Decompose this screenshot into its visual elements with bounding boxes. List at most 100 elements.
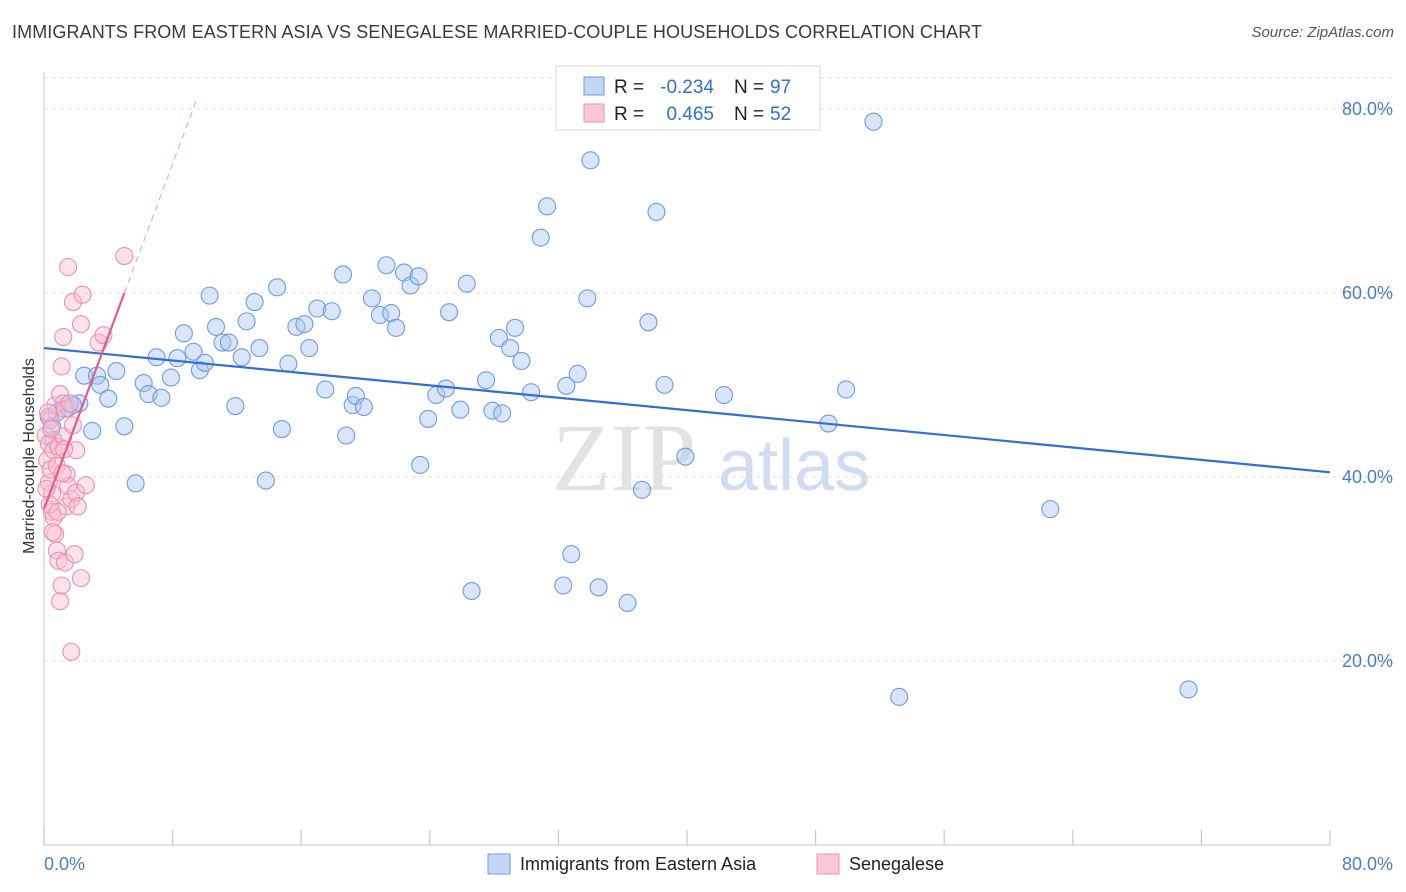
point-eastern-asia-39 bbox=[300, 339, 319, 358]
point-eastern-asia-35 bbox=[272, 420, 291, 439]
legend-n-value-2: 52 bbox=[770, 104, 791, 125]
point-eastern-asia-30 bbox=[237, 312, 256, 331]
point-senegalese-33 bbox=[65, 545, 84, 564]
point-eastern-asia-61 bbox=[451, 400, 470, 419]
point-senegalese-28 bbox=[60, 394, 79, 413]
point-eastern-asia-38 bbox=[295, 315, 314, 334]
point-senegalese-19 bbox=[52, 576, 71, 595]
point-senegalese-20 bbox=[54, 327, 73, 347]
point-senegalese-26 bbox=[59, 258, 78, 277]
point-senegalese-10 bbox=[46, 396, 65, 415]
point-eastern-asia-41 bbox=[316, 380, 335, 399]
point-eastern-asia-72 bbox=[531, 228, 550, 247]
point-eastern-asia-17 bbox=[152, 388, 171, 407]
point-senegalese-31 bbox=[63, 293, 82, 312]
y-tick-labels: 20.0% 40.0% 60.0% 80.0% bbox=[1342, 99, 1393, 671]
point-senegalese-30 bbox=[62, 642, 81, 661]
y-tick-label-40: 40.0% bbox=[1342, 467, 1393, 487]
series-eastern-asia-points bbox=[39, 112, 1198, 706]
bottom-legend-label-eastern-asia: Immigrants from Eastern Asia bbox=[520, 854, 757, 874]
correlation-legend: R = -0.234 N = 97 R = 0.465 N = 52 bbox=[555, 65, 821, 131]
point-eastern-asia-79 bbox=[581, 151, 600, 170]
point-senegalese-16 bbox=[51, 385, 70, 404]
y-tick-label-20: 20.0% bbox=[1342, 651, 1393, 671]
point-eastern-asia-84 bbox=[647, 202, 666, 221]
point-eastern-asia-78 bbox=[578, 289, 597, 308]
point-senegalese-39 bbox=[73, 285, 92, 304]
point-eastern-asia-31 bbox=[245, 293, 264, 312]
point-eastern-asia-13 bbox=[126, 474, 145, 493]
point-eastern-asia-12 bbox=[115, 417, 134, 436]
point-eastern-asia-62 bbox=[457, 274, 476, 293]
trend-line-eastern-asia bbox=[43, 346, 1331, 474]
point-senegalese-45 bbox=[38, 403, 58, 422]
point-eastern-asia-73 bbox=[538, 197, 557, 216]
point-eastern-asia-85 bbox=[655, 375, 674, 394]
point-eastern-asia-28 bbox=[226, 396, 245, 416]
point-eastern-asia-42 bbox=[322, 302, 341, 321]
point-eastern-asia-49 bbox=[370, 305, 390, 324]
point-eastern-asia-11 bbox=[107, 362, 126, 381]
point-eastern-asia-63 bbox=[462, 581, 481, 601]
point-eastern-asia-81 bbox=[618, 593, 637, 613]
point-senegalese-36 bbox=[68, 497, 87, 516]
point-eastern-asia-70 bbox=[512, 351, 531, 371]
watermark-atlas: atlas bbox=[718, 426, 870, 506]
point-eastern-asia-82 bbox=[632, 480, 652, 499]
point-eastern-asia-20 bbox=[174, 324, 193, 343]
source-label: Source: ZipAtlas.com bbox=[1251, 24, 1394, 41]
point-eastern-asia-60 bbox=[440, 303, 459, 322]
point-eastern-asia-29 bbox=[232, 348, 251, 367]
point-eastern-asia-86 bbox=[676, 447, 695, 466]
point-eastern-asia-57 bbox=[419, 409, 438, 428]
point-senegalese-38 bbox=[71, 569, 91, 588]
point-senegalese-22 bbox=[55, 399, 74, 418]
point-eastern-asia-48 bbox=[362, 289, 381, 308]
watermark-zip: ZIP bbox=[552, 404, 696, 511]
point-eastern-asia-18 bbox=[161, 368, 181, 387]
y-tick-label-60: 60.0% bbox=[1342, 283, 1393, 303]
point-eastern-asia-77 bbox=[568, 364, 587, 383]
x-tick-label-min: 0.0% bbox=[44, 854, 85, 874]
point-senegalese-34 bbox=[67, 483, 86, 502]
point-eastern-asia-74 bbox=[554, 576, 573, 595]
point-senegalese-47 bbox=[42, 420, 61, 439]
legend-r-label-2: R = bbox=[614, 104, 644, 125]
point-eastern-asia-34 bbox=[268, 278, 287, 297]
point-eastern-asia-68 bbox=[501, 339, 520, 358]
point-eastern-asia-51 bbox=[382, 304, 401, 323]
point-senegalese-17 bbox=[51, 592, 70, 611]
x-ticks bbox=[43, 830, 1331, 845]
legend-r-value-1: -0.234 bbox=[660, 77, 714, 98]
trend-line-senegalese bbox=[42, 292, 126, 510]
point-eastern-asia-92 bbox=[890, 687, 909, 706]
chart-title: IMMIGRANTS FROM EASTERN ASIA VS SENEGALE… bbox=[12, 22, 983, 42]
point-eastern-asia-7 bbox=[83, 421, 102, 440]
point-eastern-asia-19 bbox=[168, 349, 187, 368]
point-eastern-asia-56 bbox=[411, 455, 430, 474]
point-senegalese-15 bbox=[49, 551, 68, 570]
point-eastern-asia-64 bbox=[477, 371, 496, 390]
point-eastern-asia-66 bbox=[489, 328, 508, 347]
point-eastern-asia-87 bbox=[714, 385, 734, 405]
point-eastern-asia-89 bbox=[837, 380, 856, 399]
point-eastern-asia-93 bbox=[1179, 680, 1198, 699]
x-tick-label-max: 80.0% bbox=[1342, 854, 1393, 874]
point-eastern-asia-9 bbox=[91, 375, 110, 394]
bottom-legend-swatch-pink bbox=[816, 853, 840, 875]
point-eastern-asia-52 bbox=[386, 318, 406, 337]
point-eastern-asia-55 bbox=[409, 267, 428, 286]
legend-n-label-1: N = bbox=[734, 77, 764, 98]
point-eastern-asia-21 bbox=[184, 342, 203, 361]
legend-n-label-2: N = bbox=[734, 104, 764, 125]
legend-n-value-1: 97 bbox=[770, 77, 791, 98]
point-eastern-asia-44 bbox=[337, 426, 356, 445]
bottom-legend-label-senegalese: Senegalese bbox=[849, 854, 944, 874]
point-eastern-asia-47 bbox=[354, 397, 373, 417]
point-eastern-asia-50 bbox=[377, 256, 396, 275]
point-eastern-asia-80 bbox=[589, 578, 608, 597]
point-eastern-asia-71 bbox=[522, 383, 541, 402]
point-eastern-asia-25 bbox=[206, 317, 226, 336]
point-eastern-asia-32 bbox=[250, 339, 269, 358]
